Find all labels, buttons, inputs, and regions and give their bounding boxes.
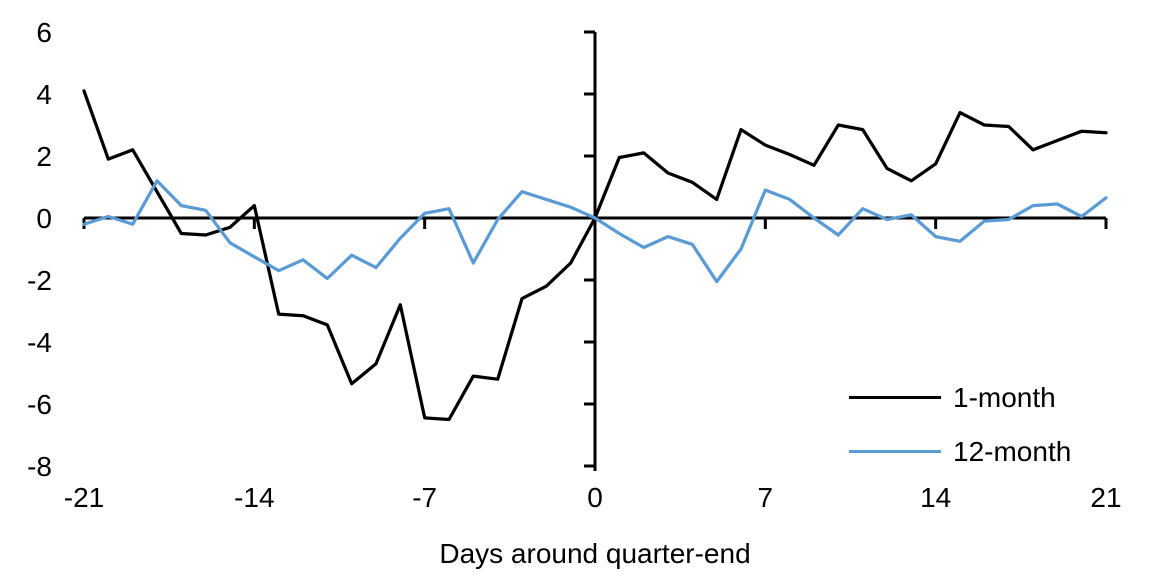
series-12-month [82,179,1108,284]
x-axis-title: Days around quarter-end [439,538,751,569]
y-tick-label: 4 [36,79,52,110]
y-tick-label: -8 [27,451,52,482]
legend-label-12-month: 12-month [953,435,1072,467]
y-tick-label: 2 [36,141,52,172]
legend-item-1-month: 1-month [849,381,1071,414]
y-tick-label: 6 [36,17,52,48]
x-tick-label: -7 [412,482,437,513]
x-tick-label: 7 [758,482,774,513]
y-tick-label: -2 [27,265,52,296]
legend-line-sample-12-month [849,450,941,453]
x-tick-label: -21 [64,482,104,513]
y-tick-label: 0 [36,203,52,234]
x-tick-label: -14 [234,482,274,513]
x-tick-label: 21 [1090,482,1121,513]
y-tick-label: -4 [27,327,52,358]
y-tick-label: -6 [27,389,52,420]
legend-item-12-month: 12-month [849,435,1071,468]
x-tick-label: 14 [920,482,951,513]
legend-label-1-month: 1-month [953,381,1056,413]
x-tick-label: 0 [587,482,603,513]
legend: 1-month 12-month [849,381,1071,489]
legend-line-sample-1-month [849,396,941,399]
